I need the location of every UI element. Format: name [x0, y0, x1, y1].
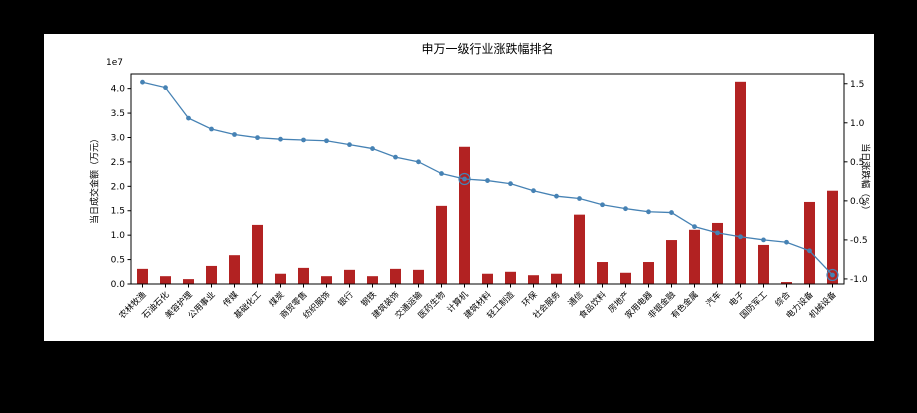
x-tick-label-电子: 电子: [727, 289, 747, 309]
x-tick-label-综合: 综合: [773, 289, 793, 309]
marker-房地产: [623, 206, 628, 212]
x-tick-label-传媒: 传媒: [221, 289, 241, 309]
chart-figure: 0.0 0.5 1.0 1.5 2.0 2.5 3.0 3.5 4.0 -1.0 -0.5 0.0 0.…: [44, 34, 874, 341]
marker-汽车: [715, 230, 720, 236]
marker-家用电器: [646, 209, 651, 215]
marker-建筑材料: [485, 178, 490, 183]
marker-综合: [784, 239, 789, 245]
bar-传媒: [229, 255, 240, 284]
bar-家用电器: [643, 262, 654, 284]
left-tick-label: 0.5: [111, 256, 125, 266]
x-tick-label-银行: 银行: [336, 289, 356, 309]
bar-农林牧渔: [137, 268, 148, 284]
marker-煤炭: [278, 136, 283, 142]
marker-食品饮料: [600, 202, 605, 208]
marker-有色金属: [692, 224, 697, 230]
bar-纺织服饰: [321, 276, 332, 284]
bar-美容护理: [183, 279, 194, 284]
marker-钢铁: [370, 146, 375, 151]
x-tick-label-煤炭: 煤炭: [267, 289, 287, 309]
bar-银行: [344, 269, 355, 284]
bar-非银金融: [666, 240, 677, 284]
bar-医药生物: [436, 205, 447, 284]
highlight-ring-计算机: [458, 172, 471, 186]
left-tick-label: 2.5: [111, 158, 125, 168]
bar-社会服务: [551, 273, 562, 284]
right-tick-label: -1.0: [850, 275, 868, 285]
marker-医药生物: [439, 171, 444, 176]
marker-纺织服饰: [324, 138, 329, 144]
bar-食品饮料: [597, 262, 608, 284]
right-tick-label: 1.0: [850, 119, 865, 129]
marker-电力设备: [807, 248, 812, 254]
marker-公用事业: [209, 126, 214, 132]
marker-银行: [347, 142, 352, 148]
left-tick-label: 2.0: [111, 182, 126, 192]
bar-建筑材料: [482, 273, 493, 284]
bar-电子: [735, 81, 746, 284]
marker-石油石化: [163, 85, 168, 91]
bar-公用事业: [206, 265, 217, 284]
left-tick-label: 0.0: [111, 280, 126, 290]
right-tick-label: 0.5: [850, 158, 864, 168]
marker-计算机: [462, 176, 467, 182]
marker-美容护理: [186, 115, 191, 121]
bar-钢铁: [367, 276, 378, 284]
marker-轻工制造: [508, 181, 513, 187]
marker-交通运输: [416, 159, 421, 165]
chart-canvas: 0.0 0.5 1.0 1.5 2.0 2.5 3.0 3.5 4.0 -1.0 -0.5 0.0 0.…: [111, 73, 868, 321]
marker-基础化工: [255, 135, 260, 141]
bar-轻工制造: [505, 271, 516, 284]
left-axis-label: 当日成交金额（万元）: [90, 133, 101, 225]
bar-综合: [781, 282, 792, 284]
bar-通信: [574, 214, 585, 284]
bar-建筑装饰: [390, 268, 401, 284]
bar-商贸零售: [298, 267, 309, 284]
right-tick-label: 1.5: [850, 80, 864, 90]
bar-机械设备: [827, 190, 838, 284]
bar-房地产: [620, 272, 631, 284]
bar-煤炭: [275, 273, 286, 284]
marker-农林牧渔: [140, 79, 145, 85]
marker-商贸零售: [301, 137, 306, 143]
bar-计算机: [459, 146, 470, 284]
x-tick-label-钢铁: 钢铁: [359, 289, 379, 309]
right-axis-label: 当日涨跌幅（%）: [859, 143, 870, 215]
bar-环保: [528, 275, 539, 284]
bar-国防军工: [758, 244, 769, 284]
left-axis-offset-text: 1e7: [106, 58, 123, 68]
bar-有色金属: [689, 229, 700, 284]
left-tick-label: 3.5: [111, 109, 125, 119]
bar-汽车: [712, 222, 723, 284]
marker-电子: [738, 234, 743, 240]
marker-机械设备: [830, 272, 835, 278]
left-tick-label: 3.0: [111, 133, 126, 143]
highlight-ring-机械设备: [826, 268, 839, 282]
right-tick-label: 0.0: [850, 197, 865, 207]
marker-传媒: [232, 132, 237, 137]
right-tick-label: -0.5: [850, 236, 868, 246]
marker-社会服务: [554, 193, 559, 199]
bar-交通运输: [413, 269, 424, 284]
marker-环保: [531, 188, 536, 194]
marker-通信: [577, 196, 582, 201]
left-tick-label: 4.0: [111, 85, 126, 95]
bar-石油石化: [160, 276, 171, 284]
marker-国防军工: [761, 237, 766, 243]
bar-基础化工: [252, 224, 263, 284]
left-tick-label: 1.0: [111, 231, 126, 241]
chart-title: 申万一级行业涨跌幅排名: [421, 42, 554, 56]
bar-电力设备: [804, 201, 815, 284]
x-tick-label-汽车: 汽车: [704, 289, 724, 309]
marker-建筑装饰: [393, 154, 398, 160]
marker-非银金融: [669, 210, 674, 215]
x-tick-label-通信: 通信: [566, 289, 586, 309]
left-tick-label: 1.5: [111, 207, 125, 217]
x-tick-label-环保: 环保: [520, 289, 540, 309]
